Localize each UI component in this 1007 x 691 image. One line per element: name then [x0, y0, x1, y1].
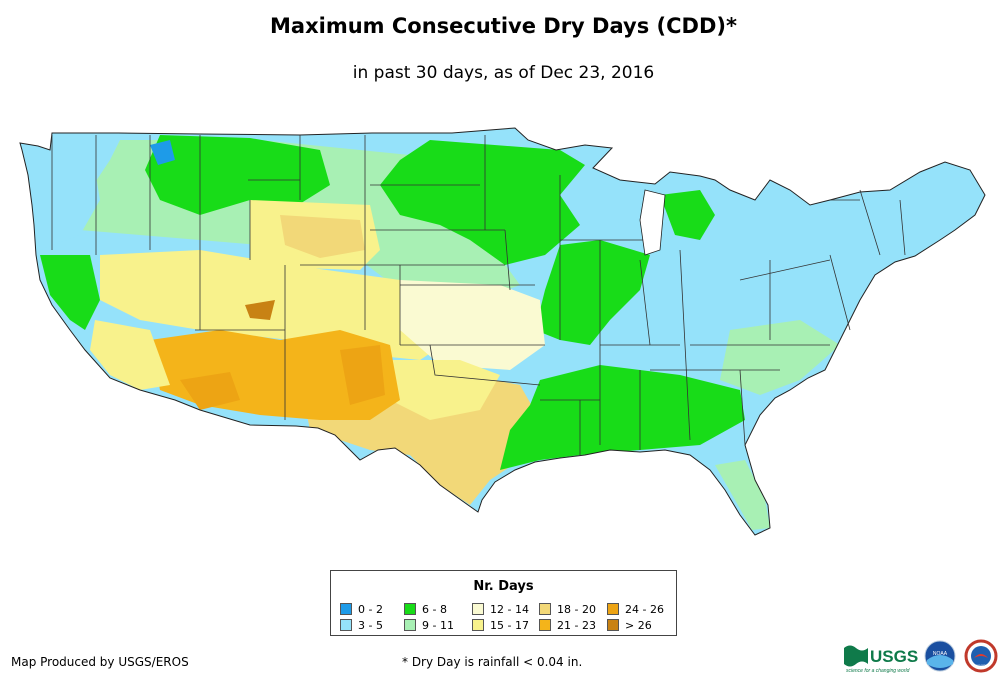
- region-texas-light: [380, 360, 500, 420]
- legend-swatch: [607, 619, 619, 631]
- region-southern-plains: [400, 280, 545, 370]
- lake-michigan: [639, 189, 666, 256]
- legend-swatch: [340, 619, 352, 631]
- legend-label: 3 - 5: [358, 619, 383, 632]
- region-southeast-green: [500, 365, 745, 470]
- legend-label: > 26: [625, 619, 652, 632]
- region-southwest-dark-2: [340, 345, 385, 405]
- region-florida: [715, 460, 770, 530]
- legend-item: 15 - 17: [472, 619, 529, 632]
- map-subtitle: in past 30 days, as of Dec 23, 2016: [352, 63, 655, 83]
- legend-swatch: [472, 603, 484, 615]
- region-southwest-max: [245, 300, 275, 320]
- us-cdd-map: [19, 127, 986, 536]
- usgs-logo: USGS science for a changing world: [844, 645, 918, 674]
- region-montana-green: [145, 135, 330, 215]
- legend-item: > 26: [607, 619, 652, 632]
- legend: Nr. Days 0 - 2 3 - 5 6 - 8 9 - 11 12 - 1…: [330, 570, 677, 636]
- region-midwest-green: [535, 240, 650, 345]
- region-great-lakes-green: [660, 190, 715, 240]
- legend-title: Nr. Days: [473, 579, 534, 594]
- noaa-logo: NOAA: [924, 640, 956, 672]
- agency-logos: USGS science for a changing world NOAA N…: [844, 639, 998, 674]
- region-rockies-tan: [280, 215, 365, 258]
- region-great-basin: [100, 250, 450, 360]
- region-california-green: [40, 255, 100, 330]
- region-pacific-nw: [22, 140, 100, 250]
- legend-label: 21 - 23: [557, 619, 596, 632]
- legend-item: 24 - 26: [607, 603, 664, 616]
- region-pnw-dark: [150, 140, 175, 165]
- map-title: Maximum Consecutive Dry Days (CDD)*: [270, 14, 737, 38]
- legend-label: 6 - 8: [422, 603, 447, 616]
- legend-item: 12 - 14: [472, 603, 529, 616]
- legend-swatch: [404, 603, 416, 615]
- legend-label: 24 - 26: [625, 603, 664, 616]
- region-southeast-light: [720, 320, 840, 395]
- legend-item: 0 - 2: [340, 603, 383, 616]
- legend-item: 21 - 23: [539, 619, 596, 632]
- legend-label: 18 - 20: [557, 603, 596, 616]
- legend-item: 9 - 11: [404, 619, 454, 632]
- dry-day-footnote: * Dry Day is rainfall < 0.04 in.: [402, 655, 583, 669]
- legend-label: 0 - 2: [358, 603, 383, 616]
- legend-swatch: [340, 603, 352, 615]
- legend-item: 6 - 8: [404, 603, 447, 616]
- legend-label: 15 - 17: [490, 619, 529, 632]
- map-credit: Map Produced by USGS/EROS: [11, 655, 189, 669]
- legend-swatch: [472, 619, 484, 631]
- legend-swatch: [539, 603, 551, 615]
- legend-label: 9 - 11: [422, 619, 454, 632]
- legend-label: 12 - 14: [490, 603, 529, 616]
- nws-label: NWS: [976, 663, 986, 668]
- legend-swatch: [607, 603, 619, 615]
- region-southwest-dark-1: [180, 372, 240, 410]
- legend-swatch: [539, 619, 551, 631]
- region-northern-plains-green: [380, 140, 585, 265]
- nws-logo: NWS: [964, 639, 998, 673]
- usgs-wordmark: USGS: [870, 647, 918, 666]
- usgs-tagline: science for a changing world: [846, 668, 910, 674]
- noaa-label: NOAA: [933, 651, 948, 657]
- state-borders: [51, 135, 906, 455]
- legend-item: 3 - 5: [340, 619, 383, 632]
- legend-swatch: [404, 619, 416, 631]
- region-california-yellow: [90, 320, 170, 390]
- legend-item: 18 - 20: [539, 603, 596, 616]
